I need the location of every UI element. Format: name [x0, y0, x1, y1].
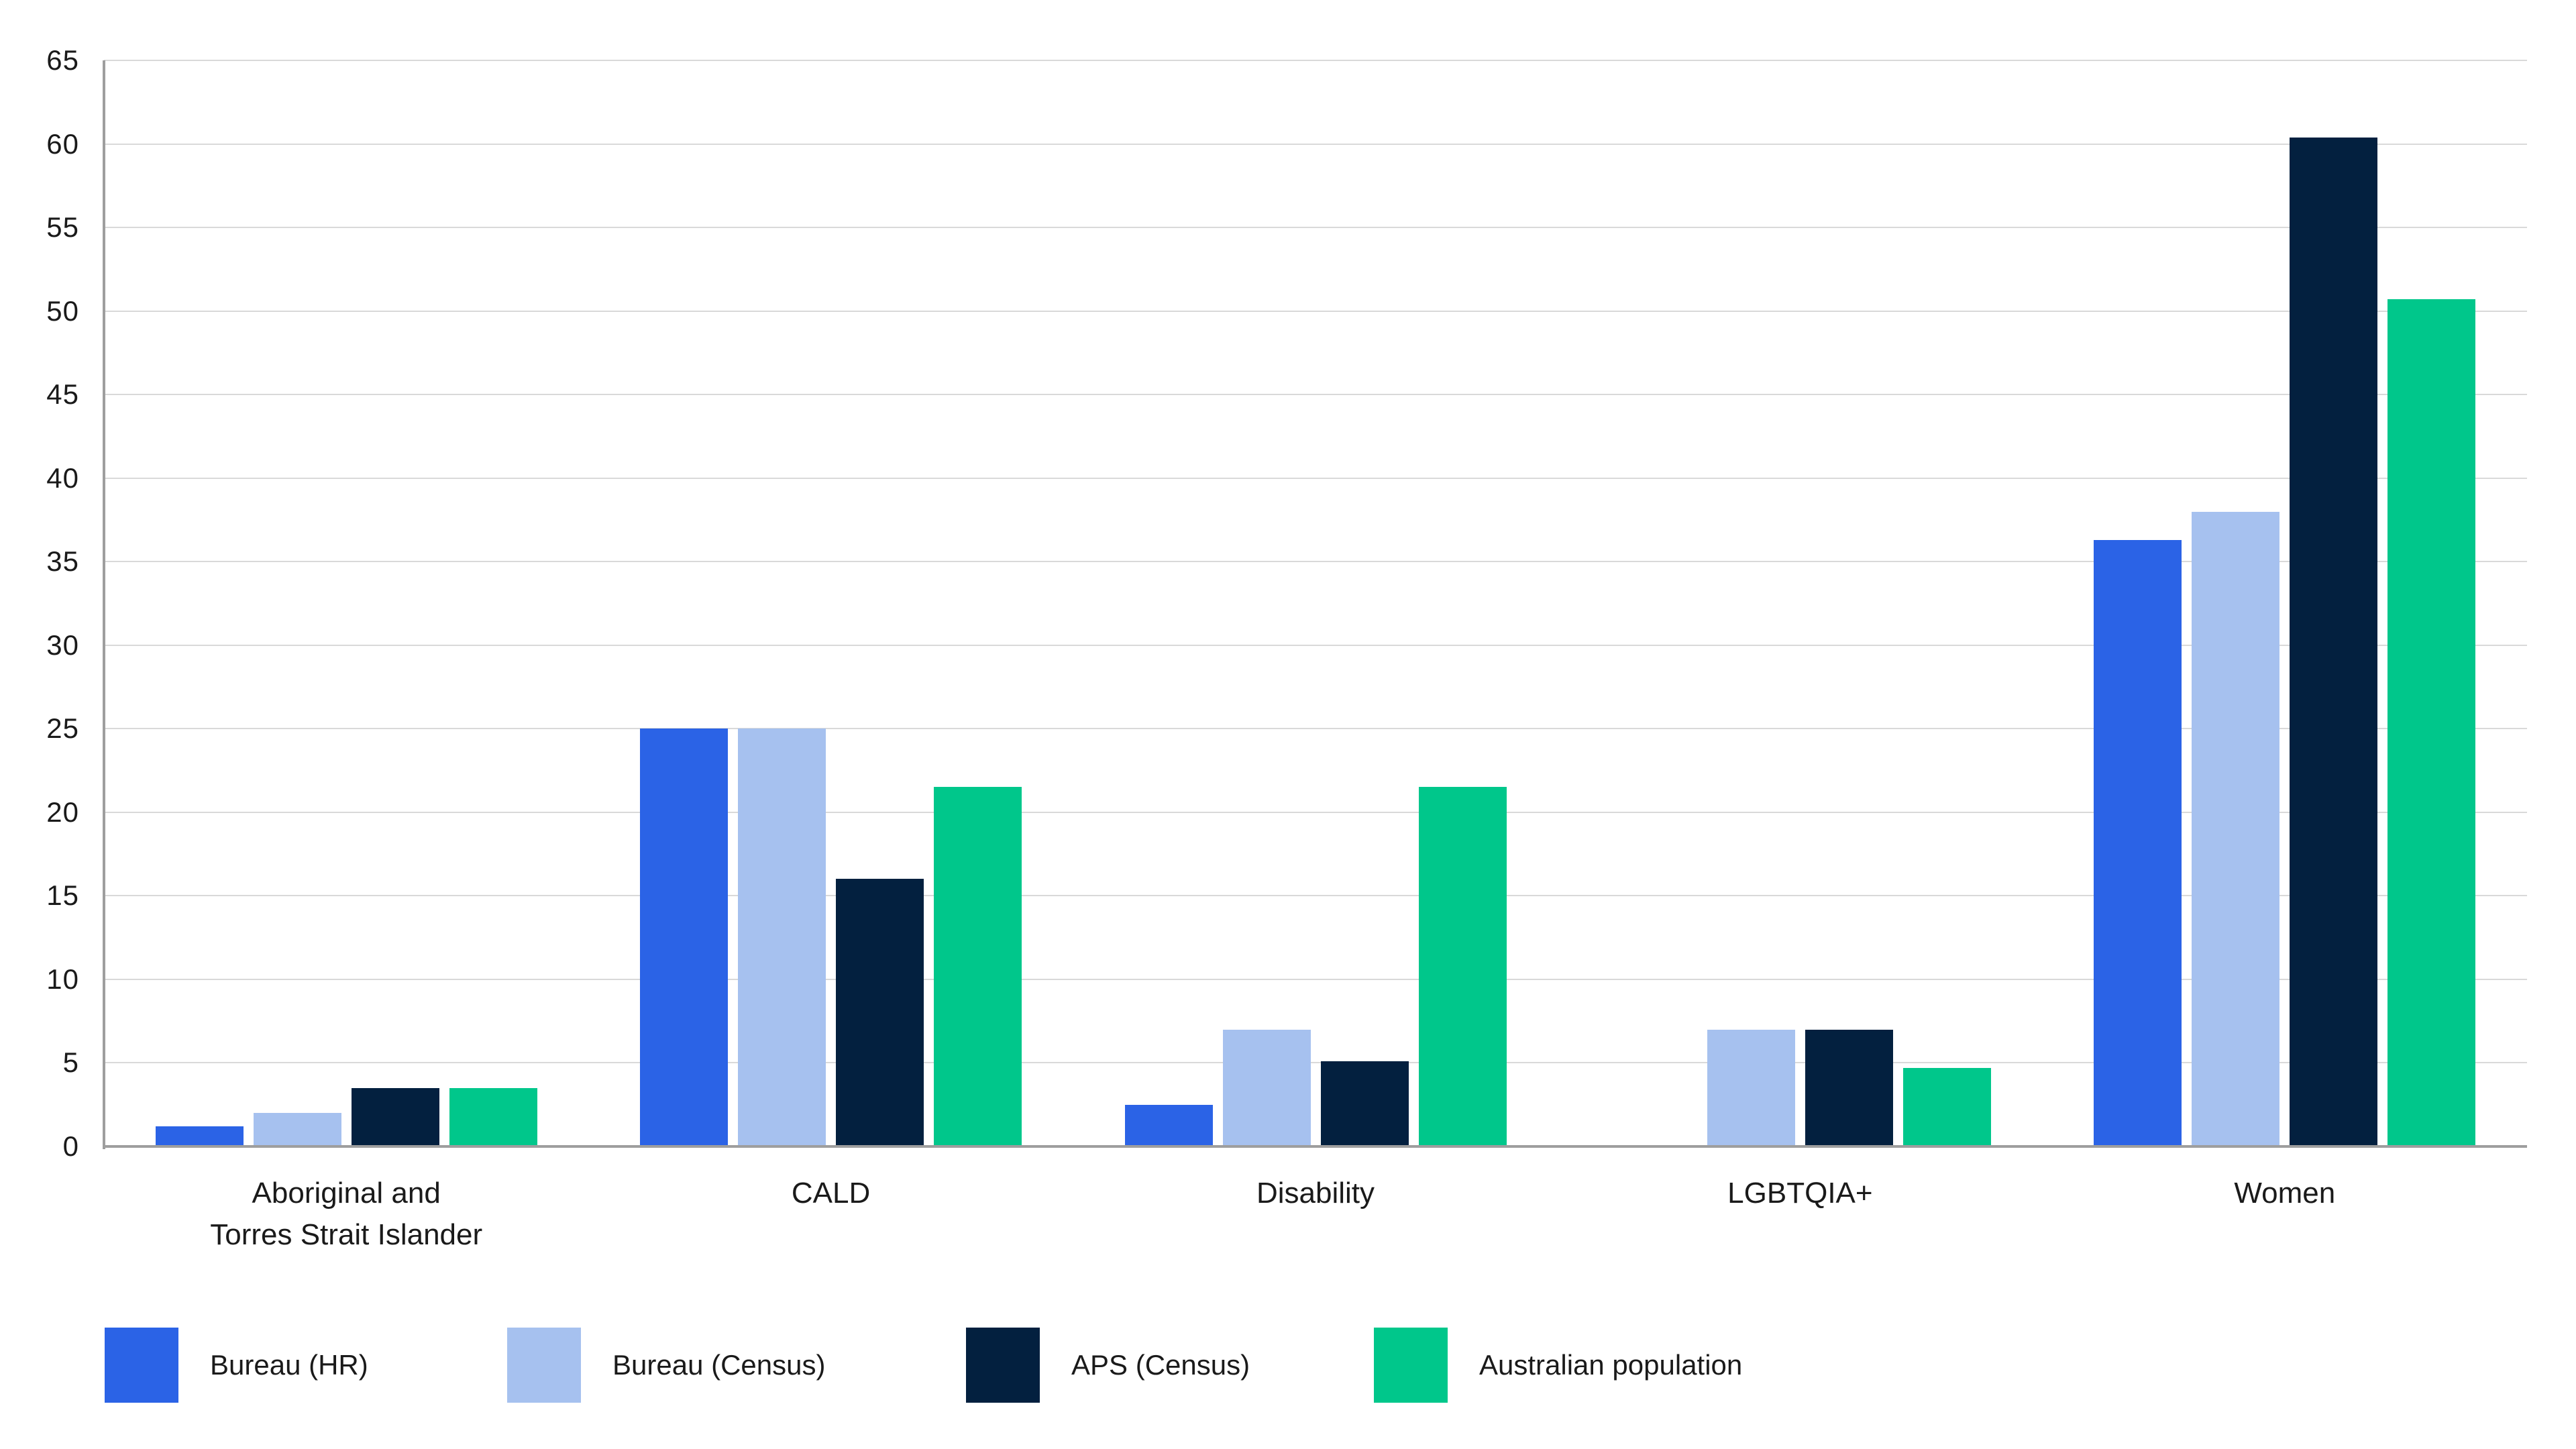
bar-australian-population-women — [2387, 299, 2476, 1146]
y-tick-label-40: 40 — [46, 462, 79, 494]
category-label-lgbtqia: LGBTQIA+ — [1727, 1177, 1873, 1210]
legend-label-bureau-census: Bureau (Census) — [612, 1349, 826, 1381]
legend-swatch-bureau-hr — [105, 1328, 178, 1403]
y-tick-label-35: 35 — [46, 545, 79, 578]
y-tick-label-25: 25 — [46, 712, 79, 745]
bar-bureau-hr-women — [2094, 539, 2182, 1146]
gridline-15 — [104, 895, 2527, 897]
category-label-cald: CALD — [791, 1177, 871, 1210]
legend-label-aps-census: APS (Census) — [1071, 1349, 1250, 1381]
y-tick-label-20: 20 — [46, 796, 79, 828]
gridline-30 — [104, 644, 2527, 646]
bar-bureau-census-aboriginal-and — [253, 1113, 341, 1146]
bar-bureau-census-lgbtqia — [1707, 1029, 1795, 1146]
x-axis-baseline — [104, 1145, 2527, 1148]
gridline-65 — [104, 60, 2527, 61]
y-tick-label-10: 10 — [46, 963, 79, 995]
category-label-disability: Disability — [1256, 1177, 1375, 1210]
y-tick-label-45: 45 — [46, 378, 79, 411]
y-tick-label-0: 0 — [62, 1130, 79, 1162]
gridline-50 — [104, 310, 2527, 312]
bar-aps-census-disability — [1320, 1061, 1409, 1146]
gridline-5 — [104, 1062, 2527, 1064]
bar-aps-census-women — [2290, 137, 2378, 1146]
gridline-35 — [104, 561, 2527, 563]
legend-swatch-aps-census — [966, 1328, 1040, 1403]
legend-swatch-australian-population — [1374, 1328, 1448, 1403]
bar-australian-population-disability — [1418, 787, 1507, 1146]
bar-bureau-census-women — [2192, 511, 2280, 1146]
gridline-25 — [104, 728, 2527, 730]
gridline-40 — [104, 477, 2527, 479]
y-axis-line — [103, 60, 105, 1149]
gridline-20 — [104, 811, 2527, 813]
legend-swatch-bureau-census — [507, 1328, 581, 1403]
gridline-45 — [104, 394, 2527, 396]
bar-bureau-hr-cald — [640, 729, 729, 1146]
legend: Bureau (HR) Bureau (Census) APS (Census) Au… — [0, 1328, 2576, 1403]
bar-aps-census-cald — [836, 879, 924, 1146]
legend-label-australian-population: Australian population — [1479, 1349, 1743, 1381]
bar-australian-population-aboriginal-and — [449, 1087, 537, 1146]
y-tick-label-60: 60 — [46, 127, 79, 160]
category-label-aboriginal-and: Aboriginal and Torres Strait Islander — [210, 1177, 483, 1251]
y-tick-label-65: 65 — [46, 44, 79, 76]
bar-australian-population-cald — [934, 787, 1022, 1146]
category-label-women: Women — [2234, 1177, 2336, 1210]
y-tick-label-50: 50 — [46, 294, 79, 327]
y-tick-label-5: 5 — [62, 1046, 79, 1079]
gridline-55 — [104, 227, 2527, 229]
bar-aps-census-aboriginal-and — [351, 1087, 439, 1146]
gridline-10 — [104, 978, 2527, 980]
bar-aps-census-lgbtqia — [1805, 1029, 1893, 1146]
legend-label-bureau-hr: Bureau (HR) — [210, 1349, 368, 1381]
bar-bureau-census-cald — [738, 729, 826, 1146]
gridline-60 — [104, 143, 2527, 145]
y-tick-label-55: 55 — [46, 211, 79, 244]
bar-australian-population-lgbtqia — [1902, 1067, 1991, 1146]
y-tick-label-15: 15 — [46, 879, 79, 912]
y-tick-label-30: 30 — [46, 629, 79, 661]
bar-bureau-census-disability — [1222, 1029, 1311, 1146]
bar-bureau-hr-disability — [1124, 1104, 1213, 1146]
bar-bureau-hr-aboriginal-and — [155, 1126, 244, 1146]
